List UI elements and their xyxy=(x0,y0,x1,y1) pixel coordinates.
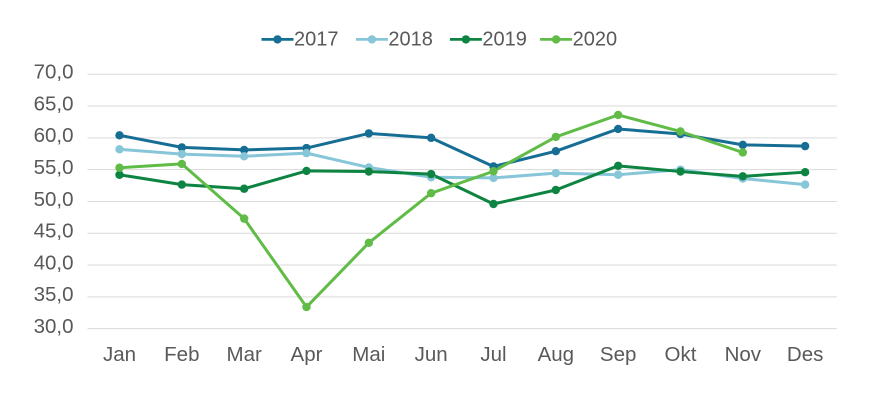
svg-text:45,0: 45,0 xyxy=(34,220,74,243)
svg-text:Des: Des xyxy=(787,343,823,366)
svg-text:Jan: Jan xyxy=(103,343,136,366)
svg-text:2018: 2018 xyxy=(388,28,433,50)
svg-text:Mar: Mar xyxy=(227,343,262,366)
svg-text:Jun: Jun xyxy=(415,343,448,366)
svg-text:60,0: 60,0 xyxy=(34,124,74,147)
svg-text:30,0: 30,0 xyxy=(34,315,74,338)
svg-text:Sep: Sep xyxy=(600,343,636,366)
svg-text:65,0: 65,0 xyxy=(34,92,74,115)
svg-text:40,0: 40,0 xyxy=(34,251,74,274)
svg-text:50,0: 50,0 xyxy=(34,188,74,211)
svg-text:2020: 2020 xyxy=(573,28,618,50)
svg-text:Jul: Jul xyxy=(480,343,506,366)
svg-text:Apr: Apr xyxy=(291,343,323,366)
svg-text:2017: 2017 xyxy=(294,28,339,50)
svg-text:Aug: Aug xyxy=(538,343,574,366)
svg-text:2019: 2019 xyxy=(482,28,527,50)
svg-text:Nov: Nov xyxy=(725,343,762,366)
svg-text:Okt: Okt xyxy=(665,343,697,366)
svg-text:Feb: Feb xyxy=(164,343,199,366)
svg-text:55,0: 55,0 xyxy=(34,156,74,179)
svg-text:Mai: Mai xyxy=(352,343,385,366)
svg-text:35,0: 35,0 xyxy=(34,283,74,306)
svg-text:70,0: 70,0 xyxy=(34,61,74,84)
